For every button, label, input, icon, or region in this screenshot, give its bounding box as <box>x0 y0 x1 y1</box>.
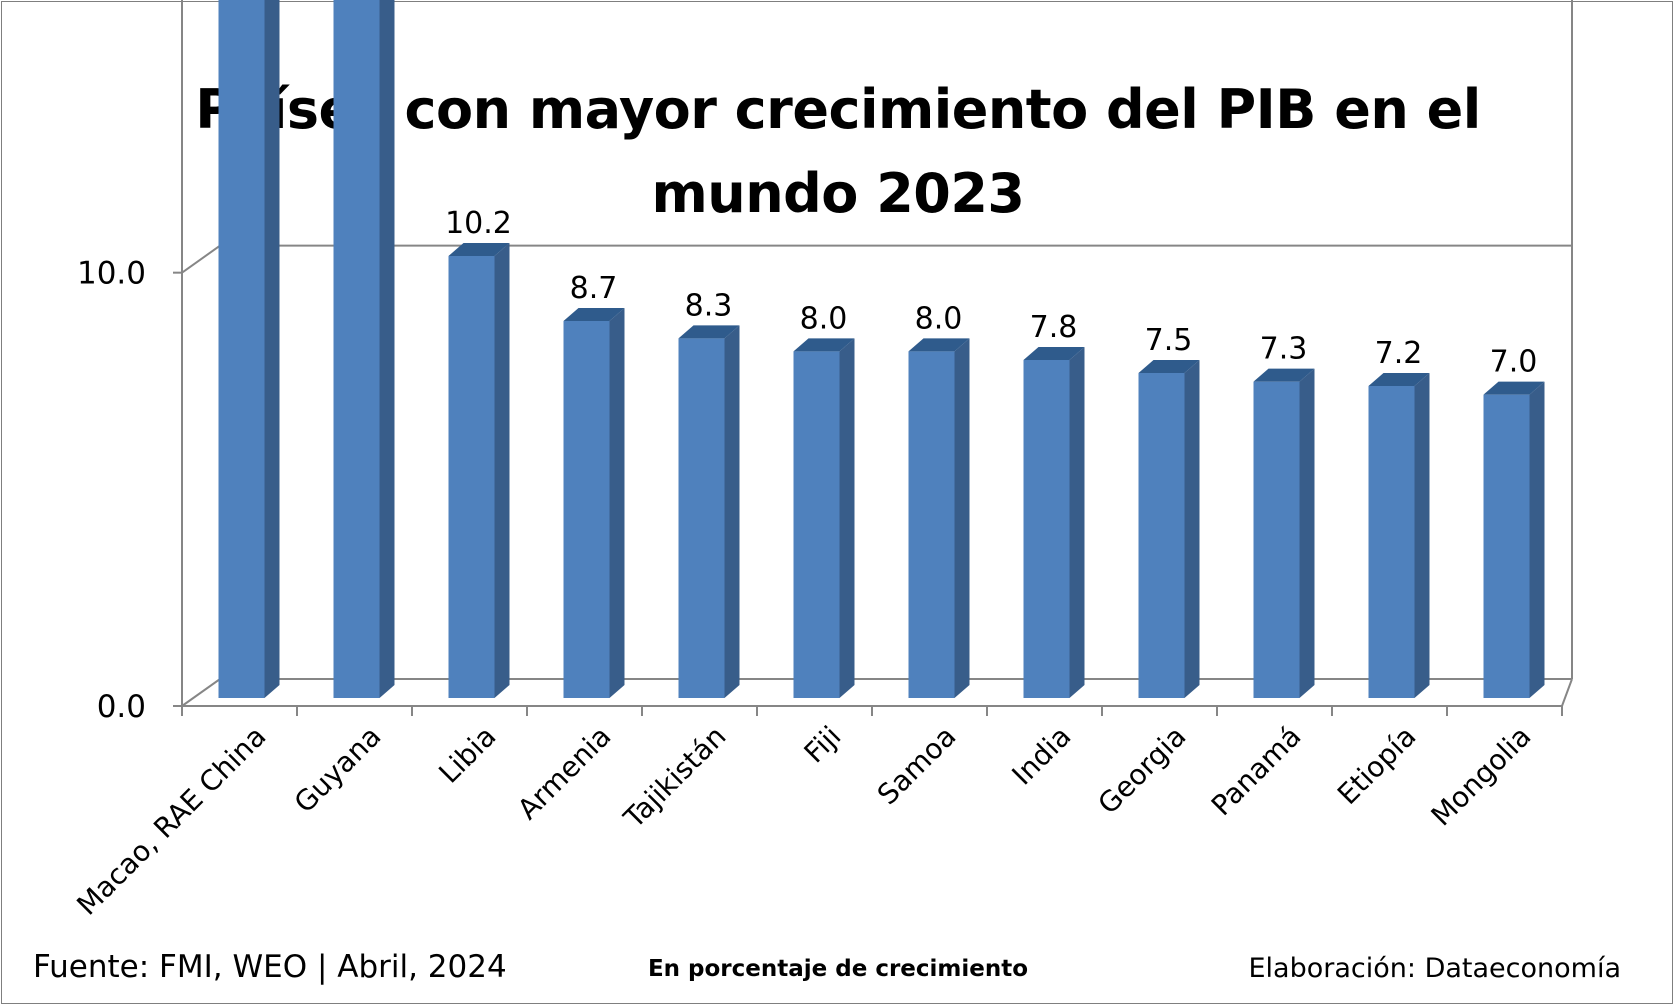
bar-9 <box>1138 360 1200 698</box>
y-axis-tick-labels: 0.010.020.030.040.050.060.070.080.090.0 <box>77 256 146 725</box>
bar-3 <box>448 243 510 698</box>
source-note: Fuente: FMI, WEO | Abril, 2024 <box>33 949 507 985</box>
bar-top <box>1253 368 1315 382</box>
bar-front <box>1483 394 1530 698</box>
bar-side <box>494 243 510 698</box>
x-tick-label: Georgia <box>1091 720 1192 821</box>
y-tick-label: 0.0 <box>97 689 146 725</box>
data-labels: 80.533.010.28.78.38.08.07.87.57.37.27.0 <box>445 206 1538 380</box>
x-tick-label: Libia <box>432 720 502 790</box>
bar-side <box>724 325 740 698</box>
chart-title-line-2: mundo 2023 <box>651 162 1026 225</box>
bar-side <box>264 0 280 698</box>
y-tick-label: 10.0 <box>77 256 146 292</box>
credit-note: Elaboración: Dataeconomía <box>1248 953 1622 984</box>
data-label: 7.0 <box>1490 345 1538 380</box>
bar-top <box>908 338 970 352</box>
bar-top <box>1138 360 1200 373</box>
bars <box>218 0 1545 698</box>
bar-8 <box>1023 347 1085 698</box>
data-label: 8.0 <box>800 301 848 336</box>
bar-front <box>218 0 265 698</box>
x-tick-label: Panamá <box>1205 720 1308 823</box>
x-tick-label: Guyana <box>288 720 388 820</box>
bar-side <box>1069 347 1085 698</box>
bar-top <box>793 338 855 352</box>
data-label: 7.8 <box>1030 310 1078 345</box>
bar-1 <box>218 0 280 698</box>
bar-top <box>1483 381 1545 395</box>
x-tick-label: Tajikistán <box>617 720 733 836</box>
bar-front <box>678 338 725 698</box>
bar-front <box>793 351 840 698</box>
data-label: 7.3 <box>1260 332 1308 367</box>
chart-title: Países con mayor crecimiento del PIB en … <box>0 68 1676 236</box>
bar-5 <box>678 325 740 698</box>
x-tick-label: Mongolia <box>1425 720 1538 833</box>
bar-front <box>448 256 495 698</box>
x-tick-label: India <box>1006 720 1078 792</box>
bar-side <box>839 338 855 698</box>
bar-front <box>1023 360 1070 698</box>
bar-side <box>379 0 395 698</box>
x-tick-label: Etiopía <box>1331 720 1422 811</box>
bar-top <box>1023 347 1085 360</box>
bar-front <box>1368 386 1415 698</box>
bar-front <box>1253 381 1300 698</box>
bar-side <box>1414 373 1430 698</box>
bar-side <box>1184 360 1200 698</box>
bar-top <box>448 243 510 256</box>
chart-title-line-1: Países con mayor crecimiento del PIB en … <box>195 78 1481 141</box>
bar-2 <box>333 0 395 698</box>
x-tick-label: Macao, RAE China <box>70 720 272 922</box>
bar-top <box>678 325 740 339</box>
bar-11 <box>1368 373 1430 698</box>
bar-top <box>563 308 625 321</box>
axes <box>173 0 1573 716</box>
data-label: 7.5 <box>1145 323 1193 358</box>
units-note: En porcentaje de crecimiento <box>647 956 1029 982</box>
x-tick-label: Fiji <box>798 720 848 770</box>
bar-side <box>609 308 625 698</box>
x-tick-label: Samoa <box>871 720 963 812</box>
data-label: 8.0 <box>915 301 963 336</box>
data-label: 10.2 <box>445 206 512 241</box>
bar-12 <box>1483 381 1545 698</box>
bar-4 <box>563 308 625 698</box>
bar-top <box>1368 373 1430 386</box>
data-label: 7.2 <box>1375 336 1423 371</box>
x-axis-tick-labels: Macao, RAE China Guyana Libia Armenia Tajiki… <box>70 720 1537 922</box>
data-label: 8.3 <box>685 288 733 323</box>
bar-10 <box>1253 368 1315 698</box>
bar-7 <box>908 338 970 698</box>
bar-front <box>333 0 380 698</box>
data-label: 8.7 <box>570 271 618 306</box>
bar-front <box>1138 373 1185 698</box>
bar-front <box>563 321 610 698</box>
x-tick-label: Armenia <box>511 720 617 826</box>
bar-side <box>1299 368 1315 698</box>
bar-6 <box>793 338 855 698</box>
bar-front <box>908 351 955 698</box>
bar-side <box>1529 381 1545 698</box>
bar-side <box>954 338 970 698</box>
